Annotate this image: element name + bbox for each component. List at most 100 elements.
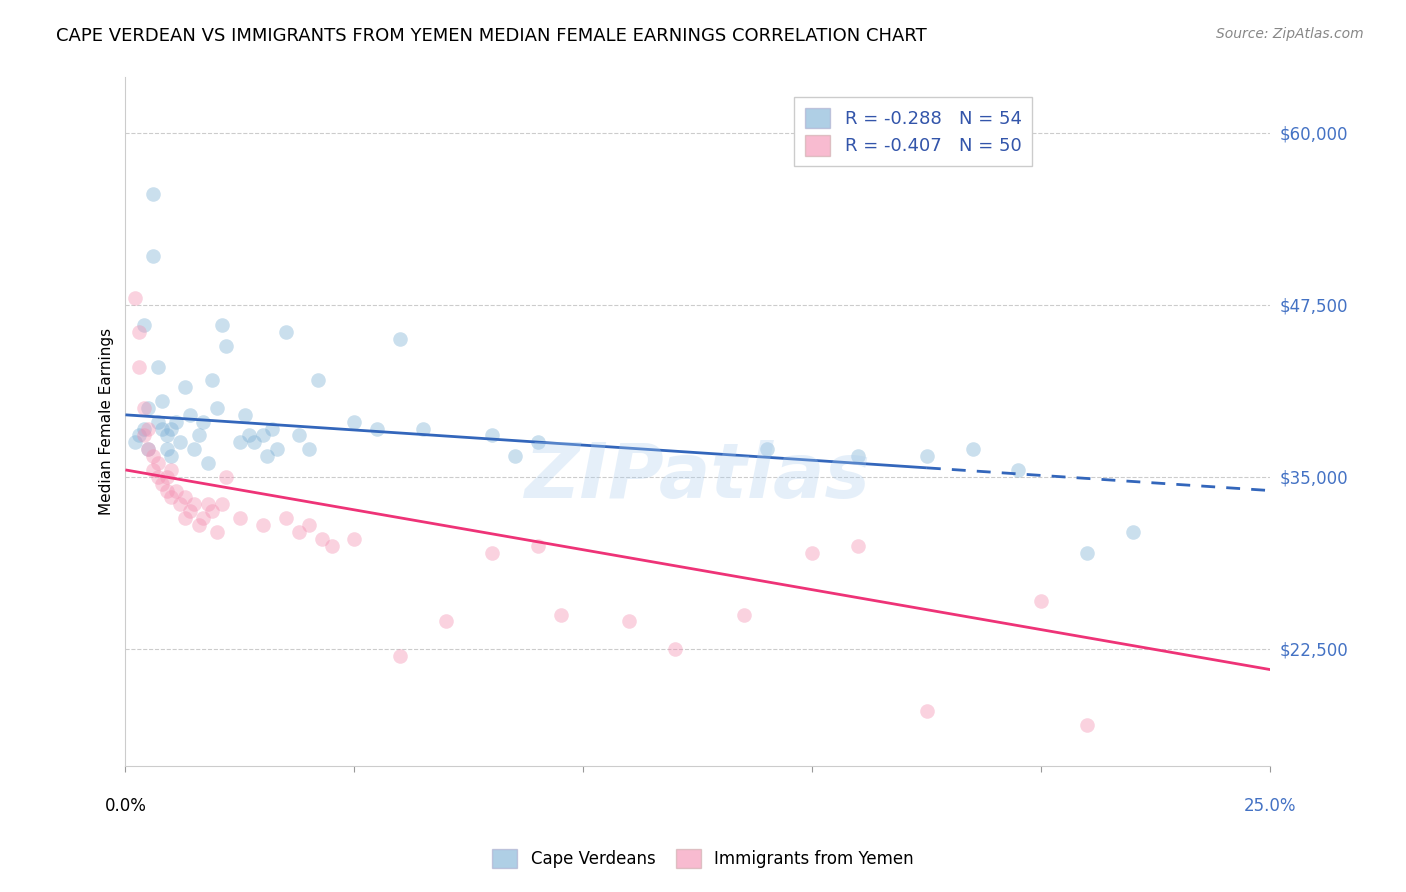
Point xyxy=(197,497,219,511)
Point xyxy=(229,435,252,450)
Point xyxy=(1076,545,1098,559)
Point xyxy=(274,511,297,525)
Point xyxy=(165,415,187,429)
Point xyxy=(526,435,548,450)
Text: ZIPatlas: ZIPatlas xyxy=(524,440,870,514)
Point xyxy=(664,642,686,657)
Point xyxy=(146,456,169,470)
Point xyxy=(211,497,233,511)
Point xyxy=(915,449,938,463)
Point xyxy=(526,539,548,553)
Point xyxy=(169,497,191,511)
Point xyxy=(846,449,869,463)
Point xyxy=(288,428,311,442)
Point xyxy=(550,607,572,622)
Point xyxy=(128,359,150,374)
Text: 25.0%: 25.0% xyxy=(1244,797,1296,814)
Point xyxy=(260,422,283,436)
Point xyxy=(343,532,366,546)
Point xyxy=(311,532,333,546)
Point xyxy=(138,401,160,415)
Point xyxy=(160,422,183,436)
Point xyxy=(156,470,179,484)
Point xyxy=(174,491,197,505)
Point xyxy=(229,511,252,525)
Point xyxy=(274,325,297,339)
Point xyxy=(266,442,288,457)
Point xyxy=(481,545,503,559)
Text: 0.0%: 0.0% xyxy=(104,797,146,814)
Point xyxy=(169,435,191,450)
Point xyxy=(156,428,179,442)
Point xyxy=(389,332,412,346)
Point xyxy=(146,470,169,484)
Point xyxy=(193,415,215,429)
Point xyxy=(755,442,778,457)
Text: CAPE VERDEAN VS IMMIGRANTS FROM YEMEN MEDIAN FEMALE EARNINGS CORRELATION CHART: CAPE VERDEAN VS IMMIGRANTS FROM YEMEN ME… xyxy=(56,27,927,45)
Point xyxy=(174,380,197,394)
Point xyxy=(962,442,984,457)
Point xyxy=(801,545,824,559)
Point xyxy=(201,504,224,518)
Point xyxy=(434,615,457,629)
Point xyxy=(165,483,187,498)
Point xyxy=(160,449,183,463)
Point xyxy=(215,470,238,484)
Point xyxy=(160,463,183,477)
Point xyxy=(1031,593,1053,607)
Text: Source: ZipAtlas.com: Source: ZipAtlas.com xyxy=(1216,27,1364,41)
Point xyxy=(1007,463,1029,477)
Point xyxy=(211,318,233,333)
Point xyxy=(138,422,160,436)
Point xyxy=(142,463,165,477)
Point xyxy=(1122,524,1144,539)
Point xyxy=(187,428,209,442)
Legend: Cape Verdeans, Immigrants from Yemen: Cape Verdeans, Immigrants from Yemen xyxy=(486,842,920,875)
Point xyxy=(252,518,274,533)
Point xyxy=(733,607,755,622)
Point xyxy=(124,291,146,305)
Point xyxy=(205,401,228,415)
Point xyxy=(197,456,219,470)
Point xyxy=(179,408,201,422)
Point xyxy=(187,518,209,533)
Point xyxy=(412,422,434,436)
Point xyxy=(128,428,150,442)
Point xyxy=(146,415,169,429)
Point xyxy=(179,504,201,518)
Point xyxy=(193,511,215,525)
Point xyxy=(846,539,869,553)
Point xyxy=(242,435,264,450)
Point xyxy=(160,491,183,505)
Point xyxy=(142,449,165,463)
Point xyxy=(128,325,150,339)
Point xyxy=(321,539,343,553)
Point xyxy=(298,442,321,457)
Point xyxy=(132,428,155,442)
Point xyxy=(124,435,146,450)
Point xyxy=(138,442,160,457)
Point xyxy=(298,518,321,533)
Legend: R = -0.288   N = 54, R = -0.407   N = 50: R = -0.288 N = 54, R = -0.407 N = 50 xyxy=(794,97,1032,167)
Point xyxy=(150,422,173,436)
Point xyxy=(201,373,224,387)
Point xyxy=(619,615,641,629)
Point xyxy=(150,394,173,409)
Point xyxy=(150,476,173,491)
Point xyxy=(183,497,205,511)
Point xyxy=(288,524,311,539)
Point xyxy=(138,442,160,457)
Point xyxy=(307,373,329,387)
Point xyxy=(205,524,228,539)
Point xyxy=(156,483,179,498)
Point xyxy=(146,359,169,374)
Point xyxy=(238,428,260,442)
Y-axis label: Median Female Earnings: Median Female Earnings xyxy=(100,328,114,516)
Point xyxy=(132,318,155,333)
Point xyxy=(343,415,366,429)
Point xyxy=(174,511,197,525)
Point xyxy=(142,187,165,202)
Point xyxy=(183,442,205,457)
Point xyxy=(132,422,155,436)
Point xyxy=(215,339,238,353)
